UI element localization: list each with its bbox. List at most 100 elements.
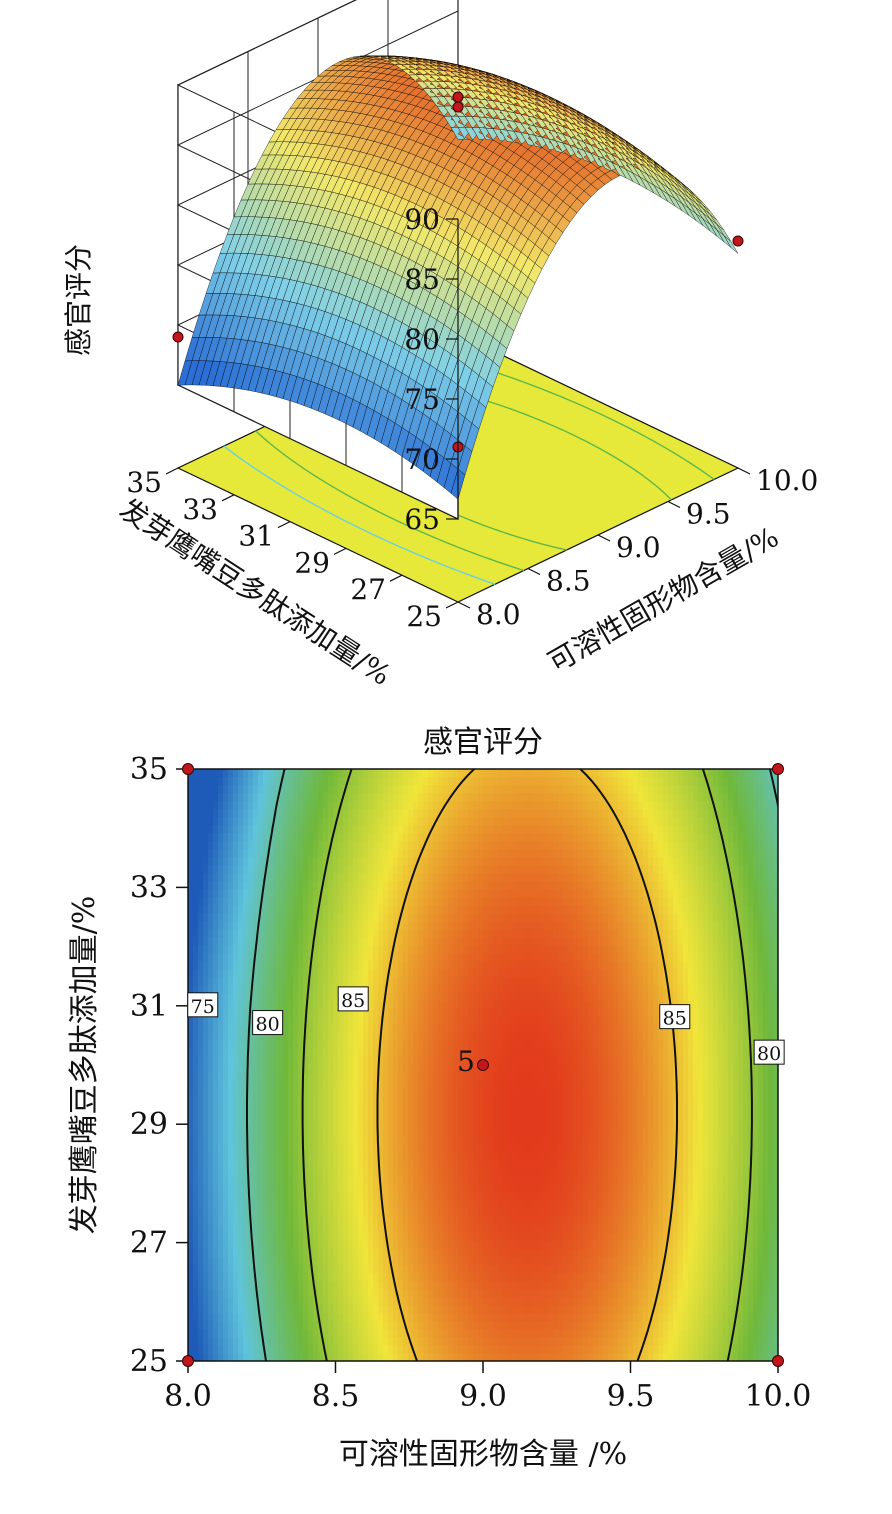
heatmap-cell: [228, 777, 234, 786]
heatmap-cell: [358, 1009, 364, 1018]
heatmap-cell: [203, 881, 209, 890]
heatmap-cell: [328, 1057, 334, 1066]
heatmap-cell: [338, 841, 344, 850]
heatmap-cell: [298, 1249, 304, 1258]
heatmap-cell: [348, 1009, 354, 1018]
heatmap-cell: [343, 1105, 349, 1114]
heatmap-cell: [403, 1001, 409, 1010]
heatmap-cell: [208, 1041, 214, 1050]
heatmap-cell: [228, 1241, 234, 1250]
heatmap-cell: [188, 833, 194, 842]
heatmap-cell: [218, 881, 224, 890]
heatmap-cell: [403, 993, 409, 1002]
heatmap-cell: [338, 1009, 344, 1018]
heatmap-cell: [288, 1249, 294, 1258]
heatmap-cell: [258, 1257, 264, 1266]
heatmap-cell: [333, 1137, 339, 1146]
heatmap-cell: [363, 889, 369, 898]
heatmap-cell: [328, 857, 334, 866]
heatmap-cell: [238, 825, 244, 834]
heatmap-cell: [358, 1225, 364, 1234]
heatmap-cell: [343, 849, 349, 858]
heatmap-cell: [408, 1217, 414, 1226]
heatmap-cell: [228, 833, 234, 842]
heatmap-cell: [248, 785, 254, 794]
heatmap-cell: [373, 945, 379, 954]
heatmap-cell: [363, 1137, 369, 1146]
heatmap-cell: [318, 1209, 324, 1218]
heatmap-cell: [278, 1033, 284, 1042]
heatmap-cell: [368, 1153, 374, 1162]
heatmap-cell: [278, 769, 284, 778]
heatmap-cell: [258, 841, 264, 850]
heatmap-cell: [373, 993, 379, 1002]
heatmap-cell: [243, 769, 249, 778]
heatmap-cell: [248, 1313, 254, 1322]
heatmap-cell: [278, 1161, 284, 1170]
heatmap-cell: [313, 905, 319, 914]
heatmap-cell: [198, 1105, 204, 1114]
heatmap-cell: [248, 881, 254, 890]
heatmap-cell: [388, 1153, 394, 1162]
heatmap-cell: [388, 1137, 394, 1146]
heatmap-cell: [298, 873, 304, 882]
heatmap-cell: [288, 1041, 294, 1050]
heatmap-cell: [203, 1345, 209, 1354]
heatmap-cell: [213, 841, 219, 850]
heatmap-cell: [293, 1217, 299, 1226]
heatmap-cell: [388, 1089, 394, 1098]
heatmap-cell: [273, 961, 279, 970]
heatmap-cell: [293, 1089, 299, 1098]
heatmap-cell: [383, 1241, 389, 1250]
heatmap-cell: [298, 953, 304, 962]
heatmap-cell: [383, 849, 389, 858]
heatmap-cell: [313, 1353, 319, 1361]
heatmap-cell: [348, 1281, 354, 1290]
heatmap-cell: [373, 1121, 379, 1130]
heatmap-cell: [248, 977, 254, 986]
heatmap-cell: [228, 1313, 234, 1322]
heatmap-cell: [373, 921, 379, 930]
heatmap-cell: [383, 1313, 389, 1322]
heatmap-cell: [233, 1049, 239, 1058]
heatmap-cell: [323, 1321, 329, 1330]
heatmap-cell: [338, 961, 344, 970]
heatmap-cell: [288, 1001, 294, 1010]
heatmap-cell: [263, 961, 269, 970]
heatmap-cell: [193, 825, 199, 834]
heatmap-cell: [278, 1129, 284, 1138]
heatmap-cell: [328, 817, 334, 826]
heatmap-cell: [353, 1249, 359, 1258]
heatmap-cell: [398, 1321, 404, 1330]
heatmap-cell: [263, 1209, 269, 1218]
heatmap-cell: [218, 833, 224, 842]
heatmap-cell: [203, 921, 209, 930]
heatmap-cell: [328, 1041, 334, 1050]
heatmap-cell: [263, 1113, 269, 1122]
heatmap-cell: [203, 1201, 209, 1210]
heatmap-cell: [253, 1201, 259, 1210]
heatmap-cell: [258, 953, 264, 962]
heatmap-cell: [363, 1105, 369, 1114]
heatmap-cell: [338, 1273, 344, 1282]
heatmap-cell: [238, 1041, 244, 1050]
heatmap-cell: [358, 769, 364, 778]
heatmap-cell: [218, 801, 224, 810]
heatmap-cell: [283, 1185, 289, 1194]
heatmap-cell: [393, 977, 399, 986]
heatmap-cell: [388, 897, 394, 906]
heatmap-cell: [283, 897, 289, 906]
heatmap-cell: [193, 1233, 199, 1242]
heatmap-cell: [408, 921, 414, 930]
heatmap-cell: [293, 1161, 299, 1170]
heatmap-cell: [338, 1033, 344, 1042]
heatmap-cell: [318, 1249, 324, 1258]
heatmap-cell: [233, 881, 239, 890]
heatmap-cell: [333, 865, 339, 874]
heatmap-cell: [398, 1025, 404, 1034]
heatmap-cell: [408, 1073, 414, 1082]
heatmap-cell: [238, 849, 244, 858]
heatmap-cell: [288, 977, 294, 986]
heatmap-cell: [408, 1089, 414, 1098]
heatmap-cell: [218, 1217, 224, 1226]
